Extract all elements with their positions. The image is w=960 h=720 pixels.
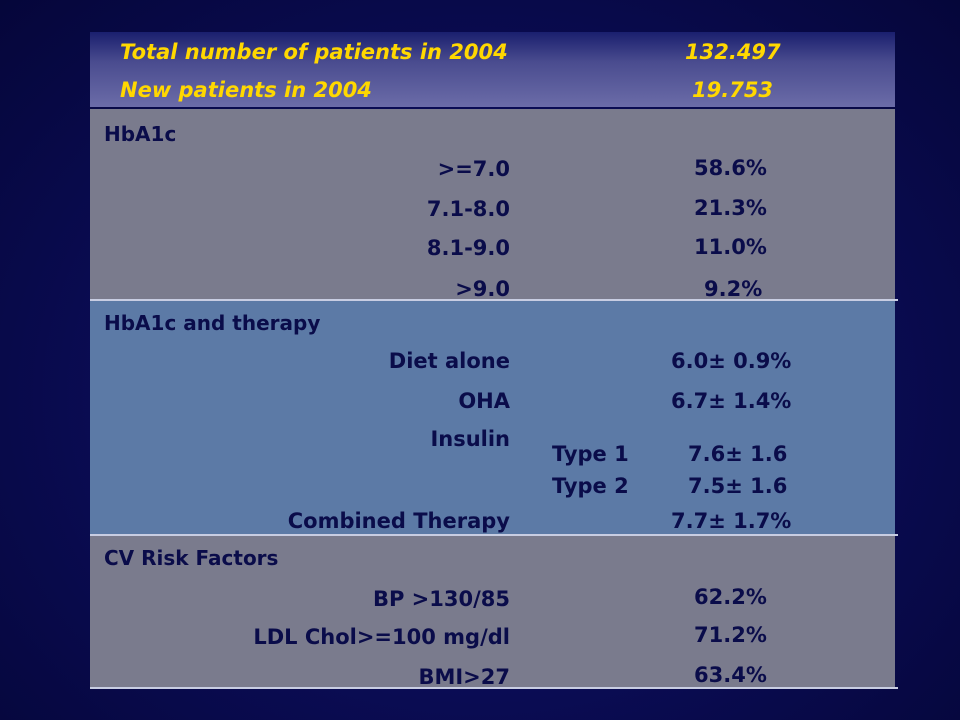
hba1c-section: [90, 109, 895, 299]
hba1c-title: HbA1c: [104, 122, 177, 146]
combined-therapy-value: 7.7± 1.7%: [671, 509, 792, 533]
cv-risk-title: CV Risk Factors: [104, 546, 279, 570]
section-divider: [90, 534, 898, 536]
therapy-title: HbA1c and therapy: [104, 311, 321, 335]
insulin-type1-value: 7.6± 1.6: [688, 442, 788, 466]
oha-value: 6.7± 1.4%: [671, 389, 792, 413]
therapy-section: [90, 301, 895, 534]
section-divider: [90, 299, 898, 301]
cv-risk-value: 62.2%: [694, 585, 767, 609]
hba1c-range-label: 7.1-8.0: [426, 197, 510, 221]
total-patients-label: Total number of patients in 2004: [120, 40, 508, 64]
hba1c-range-value: 9.2%: [704, 277, 763, 301]
insulin-type1-label: Type 1: [552, 442, 629, 466]
hba1c-range-label: 8.1-9.0: [426, 236, 510, 260]
insulin-label: Insulin: [430, 427, 510, 451]
combined-therapy-label: Combined Therapy: [287, 509, 510, 533]
hba1c-range-value: 21.3%: [694, 196, 767, 220]
insulin-type2-value: 7.5± 1.6: [688, 474, 788, 498]
hba1c-range-value: 58.6%: [694, 156, 767, 180]
new-patients-label: New patients in 2004: [120, 78, 372, 102]
new-patients-value: 19.753: [692, 78, 774, 102]
oha-label: OHA: [458, 389, 510, 413]
cv-risk-label: BMI>27: [418, 665, 510, 689]
section-divider: [90, 687, 898, 689]
cv-risk-value: 63.4%: [694, 663, 767, 687]
insulin-type2-label: Type 2: [552, 474, 629, 498]
hba1c-range-value: 11.0%: [694, 235, 767, 259]
diet-alone-value: 6.0± 0.9%: [671, 349, 792, 373]
cv-risk-section: [90, 536, 895, 688]
hba1c-range-label: >9.0: [455, 277, 510, 301]
cv-risk-label: BP >130/85: [372, 587, 510, 611]
diet-alone-label: Diet alone: [388, 349, 510, 373]
hba1c-range-label: >=7.0: [437, 157, 510, 181]
cv-risk-value: 71.2%: [694, 623, 767, 647]
total-patients-value: 132.497: [685, 40, 781, 64]
header-band: [90, 32, 895, 107]
cv-risk-label: LDL Chol>=100 mg/dl: [253, 625, 510, 649]
